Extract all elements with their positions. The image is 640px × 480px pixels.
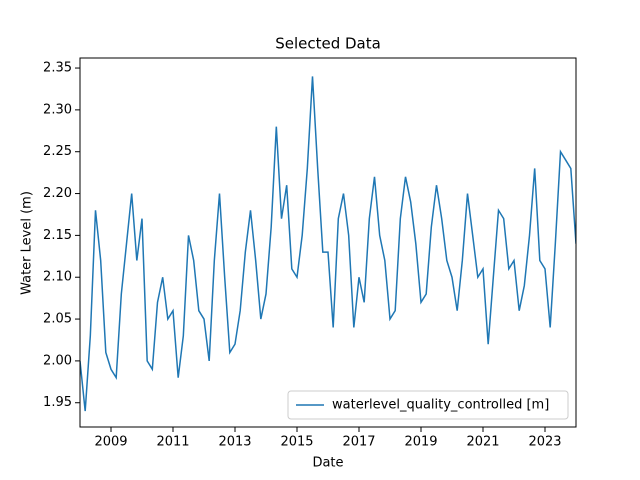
chart-title: Selected Data <box>275 35 381 53</box>
data-line <box>80 76 576 412</box>
x-tick-label: 2011 <box>156 435 189 450</box>
x-tick-label: 2009 <box>94 435 127 450</box>
plot-frame <box>79 57 577 428</box>
x-axis-label: Date <box>312 456 343 471</box>
y-tick-label: 2.15 <box>43 228 72 243</box>
x-tick-label: 2023 <box>528 435 561 450</box>
y-tick-label: 2.00 <box>43 353 72 368</box>
y-tick-label: 2.35 <box>43 61 72 76</box>
x-tick-label: 2013 <box>218 435 251 450</box>
x-tick-label: 2015 <box>280 435 313 450</box>
legend-box <box>287 390 569 420</box>
y-tick-label: 2.10 <box>43 270 72 285</box>
x-tick-label: 2017 <box>342 435 375 450</box>
y-tick-label: 2.05 <box>43 312 72 327</box>
y-tick-label: 2.20 <box>43 186 72 201</box>
x-tick-label: 2021 <box>466 435 499 450</box>
y-tick-label: 2.25 <box>43 144 72 159</box>
x-tick-label: 2019 <box>404 435 437 450</box>
y-axis-label: Water Level (m) <box>20 191 35 295</box>
y-tick-label: 2.30 <box>43 102 72 117</box>
y-tick-label: 1.95 <box>43 395 72 410</box>
legend-label: waterlevel_quality_controlled [m] <box>332 398 549 413</box>
